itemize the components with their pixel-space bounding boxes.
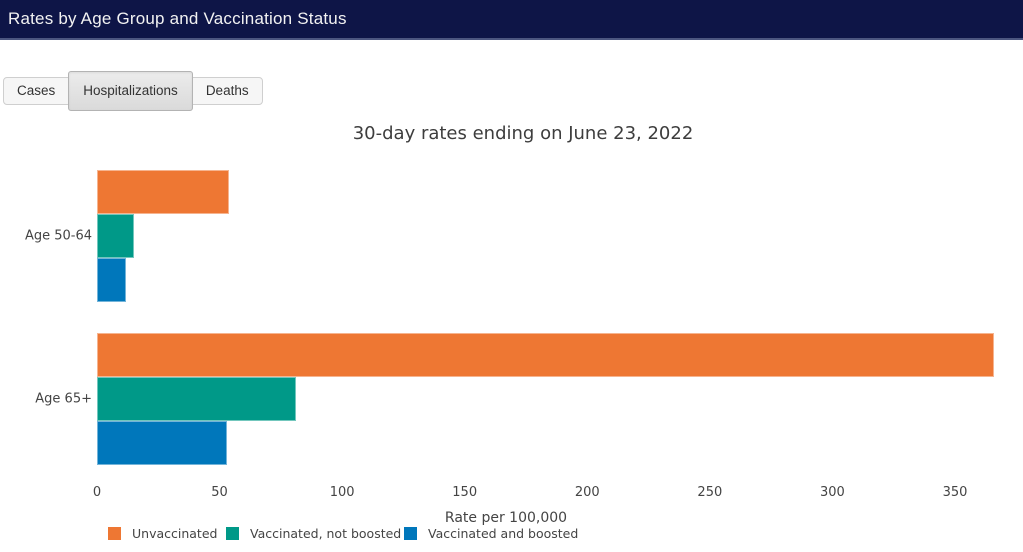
bar-age-50-64-vaccinated-and-boosted[interactable] xyxy=(97,258,126,302)
legend-label: Vaccinated, not boosted xyxy=(250,526,402,541)
legend-swatch-icon xyxy=(108,527,121,540)
x-axis-tick: 350 xyxy=(942,485,968,500)
legend-label: Unvaccinated xyxy=(132,526,218,541)
legend-item-vaccinated-not-boosted[interactable]: Vaccinated, not boosted xyxy=(226,526,401,541)
page-title: Rates by Age Group and Vaccination Statu… xyxy=(8,9,347,28)
x-axis-label: Rate per 100,000 xyxy=(444,510,568,526)
bar-age-65+-vaccinated-not-boosted[interactable] xyxy=(97,377,296,421)
x-axis-tick: 250 xyxy=(697,485,723,500)
bar-age-65+-vaccinated-and-boosted[interactable] xyxy=(97,421,227,465)
tab-cases[interactable]: Cases xyxy=(3,76,70,106)
bar-chart: 30-day rates ending on June 23, 2022 Age… xyxy=(0,110,1023,552)
x-axis-tick: 150 xyxy=(452,485,478,500)
x-axis-tick: 300 xyxy=(820,485,845,500)
tab-deaths[interactable]: Deaths xyxy=(191,76,263,106)
legend-swatch-icon xyxy=(226,527,239,540)
bar-age-65+-unvaccinated[interactable] xyxy=(97,333,994,377)
legend-swatch-icon xyxy=(404,527,417,540)
tab-hospitalizations[interactable]: Hospitalizations xyxy=(68,70,193,112)
y-axis-category-label: Age 50-64 xyxy=(24,228,92,244)
bar-age-50-64-unvaccinated[interactable] xyxy=(97,170,229,214)
x-axis-tick: 200 xyxy=(574,485,600,500)
bar-age-50-64-vaccinated-not-boosted[interactable] xyxy=(97,214,134,258)
app-header: Rates by Age Group and Vaccination Statu… xyxy=(0,0,1023,40)
metric-tab-group: Cases Hospitalizations Deaths xyxy=(3,70,263,112)
x-axis-tick: 50 xyxy=(211,485,228,500)
legend-item-unvaccinated[interactable]: Unvaccinated xyxy=(108,526,217,541)
x-axis-tick: 100 xyxy=(329,485,355,500)
x-axis-tick: 0 xyxy=(92,485,102,500)
legend-item-vaccinated-and-boosted[interactable]: Vaccinated and boosted xyxy=(404,526,578,541)
y-axis-category-label: Age 65+ xyxy=(35,391,92,407)
legend-label: Vaccinated and boosted xyxy=(428,526,579,541)
chart-title: 30-day rates ending on June 23, 2022 xyxy=(352,123,694,144)
